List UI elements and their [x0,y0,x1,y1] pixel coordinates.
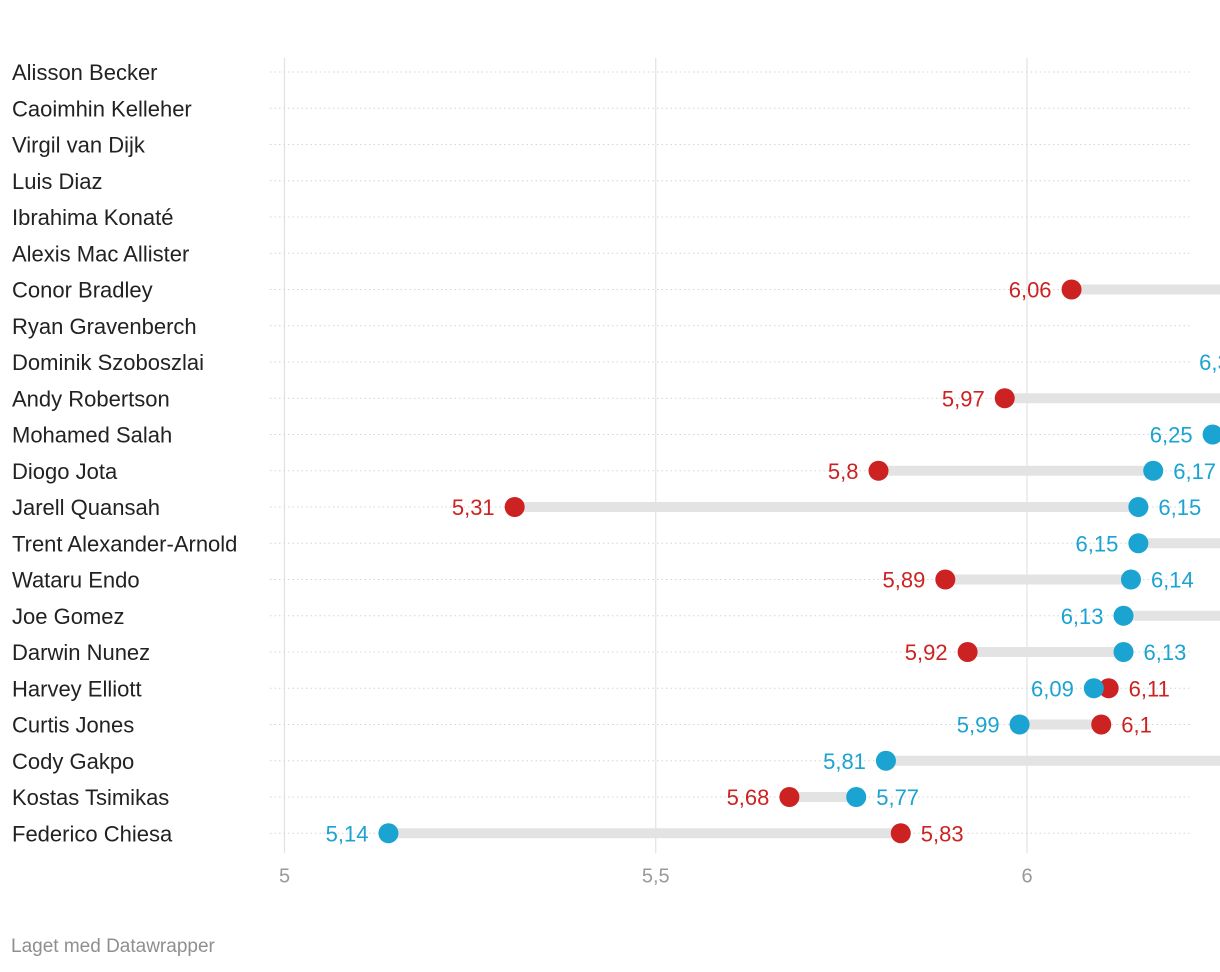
dot-range-chart: 55,566,57Alisson Becker7,267,18Caoimhin … [12,58,1220,887]
folkebors-dot [1009,714,1030,735]
folkebors-value-label: 6,15 [1076,531,1119,556]
x-tick-label: 5,5 [642,865,670,887]
spillerbors-dot [957,642,978,662]
range-bar [1138,538,1220,549]
spillerbors-dot [935,569,956,590]
spillerbors-value-label: 5,97 [942,386,985,411]
player-name: Wataru Endo [12,568,140,593]
folkebors-dot [1113,605,1134,626]
player-name: Dominik Szoboszlai [12,350,204,375]
player-name: Curtis Jones [12,713,134,738]
folkebors-dot [846,787,867,807]
spillerbors-value-label: 6,11 [1129,676,1170,701]
spillerbors-dot [994,388,1015,409]
player-name: Kostas Tsimikas [12,785,169,810]
spillerbors-value-label: 5,31 [452,495,495,520]
range-bar [967,647,1124,657]
spillerbors-value-label: 5,8 [828,459,859,484]
player-name: Andy Robertson [12,386,170,411]
folkebors-dot [1202,424,1220,445]
player-name: Virgil van Dijk [12,133,146,158]
player-name: Cody Gakpo [12,749,134,774]
x-tick-label: 6 [1021,865,1032,887]
player-name: Harvey Elliott [12,676,142,701]
spillerbors-value-label: 5,68 [727,785,770,810]
player-name: Darwin Nunez [12,640,150,665]
range-bar [1019,719,1102,730]
player-name: Conor Bradley [12,278,153,303]
folkebors-value-label: 6,15 [1158,495,1201,520]
folkebors-value-label: 6,25 [1150,423,1193,448]
folkebors-dot [1113,642,1134,662]
range-bar [388,828,901,839]
player-name: Ibrahima Konaté [12,205,173,230]
range-bar [945,574,1131,585]
player-name: Trent Alexander-Arnold [12,531,237,556]
range-bar [789,792,857,802]
folkebors-value-label: 6,3 [1199,350,1220,375]
folkebors-value-label: 5,81 [823,749,866,774]
folkebors-value-label: 6,14 [1151,568,1194,593]
folkebors-value-label: 5,77 [876,785,919,810]
player-name: Mohamed Salah [12,423,172,448]
folkebors-dot [1143,460,1164,481]
spillerbors-dot [890,823,911,844]
spillerbors-dot [868,460,889,481]
player-name: Ryan Gravenberch [12,314,197,339]
player-name: Diogo Jota [12,459,118,484]
range-bar [885,755,1220,766]
credit-text: Laget med Datawrapper [11,936,215,957]
folkebors-dot [1083,678,1104,699]
folkebors-value-label: 5,99 [957,713,1000,738]
folkebors-dot [1128,497,1149,517]
folkebors-dot [1128,533,1149,554]
range-bar [878,465,1154,476]
spillerbors-value-label: 6,06 [1009,278,1052,303]
spillerbors-dot [504,497,525,517]
player-name: Caoimhin Kelleher [12,96,192,121]
spillerbors-dot [1091,714,1112,735]
range-bar [1123,610,1220,621]
folkebors-value-label: 6,13 [1061,604,1104,629]
x-tick-label: 5 [279,865,290,887]
folkebors-dot [378,823,399,844]
spillerbors-dot [779,787,800,807]
range-bar [514,502,1139,512]
player-name: Alexis Mac Allister [12,241,189,266]
folkebors-dot [1120,569,1141,590]
player-name: Joe Gomez [12,604,125,629]
player-name: Federico Chiesa [12,821,173,846]
spillerbors-value-label: 5,92 [905,640,948,665]
spillerbors-dot [1061,279,1082,300]
folkebors-value-label: 6,13 [1144,640,1187,665]
folkebors-value-label: 6,09 [1031,676,1074,701]
spillerbors-value-label: 6,1 [1121,713,1152,738]
folkebors-dot [875,750,896,771]
folkebors-value-label: 5,14 [326,821,369,846]
spillerbors-value-label: 5,89 [882,568,925,593]
player-name: Jarell Quansah [12,495,160,520]
spillerbors-dot [1098,678,1119,699]
range-bar [1004,393,1220,404]
spillerbors-value-label: 5,83 [921,821,964,846]
player-name: Alisson Becker [12,60,158,85]
folkebors-value-label: 6,17 [1173,459,1216,484]
range-bar [1071,284,1220,295]
player-name: Luis Diaz [12,169,102,194]
